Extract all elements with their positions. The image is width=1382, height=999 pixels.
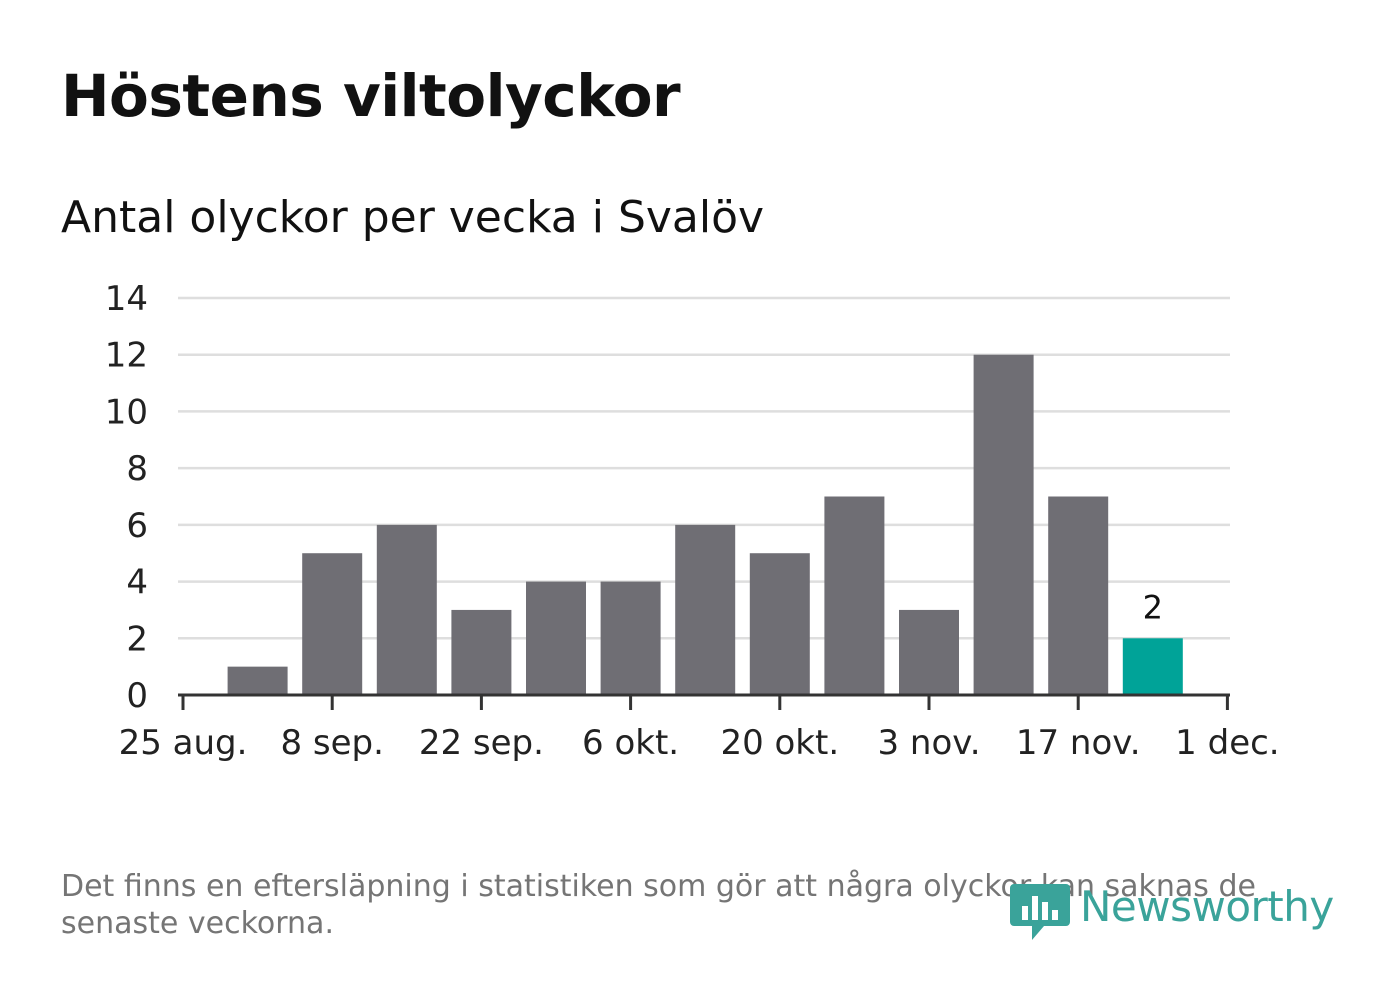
newsworthy-logo: Newsworthy xyxy=(1010,878,1334,944)
bar xyxy=(824,496,885,695)
y-tick-label: 6 xyxy=(126,506,148,546)
bar xyxy=(302,553,363,695)
bar-highlighted xyxy=(1122,638,1183,695)
x-tick-label: 20 okt. xyxy=(720,723,839,763)
y-tick-label: 0 xyxy=(126,676,148,716)
x-tick-label: 8 sep. xyxy=(280,723,383,763)
y-tick-label: 14 xyxy=(105,279,148,319)
bar xyxy=(675,524,736,695)
bar xyxy=(749,553,810,695)
x-tick-label: 6 okt. xyxy=(582,723,679,763)
bars xyxy=(227,354,1183,695)
bar xyxy=(451,609,512,695)
bar xyxy=(526,581,586,695)
y-tick-label: 2 xyxy=(126,619,148,659)
newsworthy-bar-chart-bubble-icon xyxy=(1010,884,1070,940)
y-tick-label: 12 xyxy=(105,336,148,376)
bar xyxy=(600,581,661,695)
y-tick-label: 8 xyxy=(126,449,148,489)
x-tick-label: 22 sep. xyxy=(419,723,544,763)
data-labels: 2 xyxy=(1143,588,1163,626)
x-axis-tick-labels: 25 aug. 8 sep. 22 sep. 6 okt. 20 okt. 3 nov. 1… xyxy=(119,723,1280,763)
bar xyxy=(1048,496,1109,695)
bar xyxy=(376,524,437,695)
chart-title: Höstens viltolyckor xyxy=(61,62,681,130)
x-tick-label: 25 aug. xyxy=(119,723,248,763)
logo-text: Newsworthy xyxy=(1080,882,1334,931)
data-label: 2 xyxy=(1143,588,1163,626)
chart-subtitle: Antal olyckor per vecka i Svalöv xyxy=(61,192,765,243)
x-tick-label: 3 nov. xyxy=(877,723,980,763)
y-tick-label: 4 xyxy=(126,563,148,603)
y-axis-tick-labels: 0 2 4 6 8 10 12 14 xyxy=(105,279,148,716)
y-tick-label: 10 xyxy=(105,392,148,432)
bar xyxy=(973,354,1034,695)
x-tick-label: 17 nov. xyxy=(1016,723,1141,763)
bar xyxy=(899,609,959,695)
bar-chart: 0 2 4 6 8 10 12 14 2 25 aug. 8 sep. 22 sep. 6 okt.… xyxy=(105,279,1280,763)
bar xyxy=(227,666,288,695)
x-axis xyxy=(178,693,1230,710)
x-tick-label: 1 dec. xyxy=(1175,723,1279,763)
